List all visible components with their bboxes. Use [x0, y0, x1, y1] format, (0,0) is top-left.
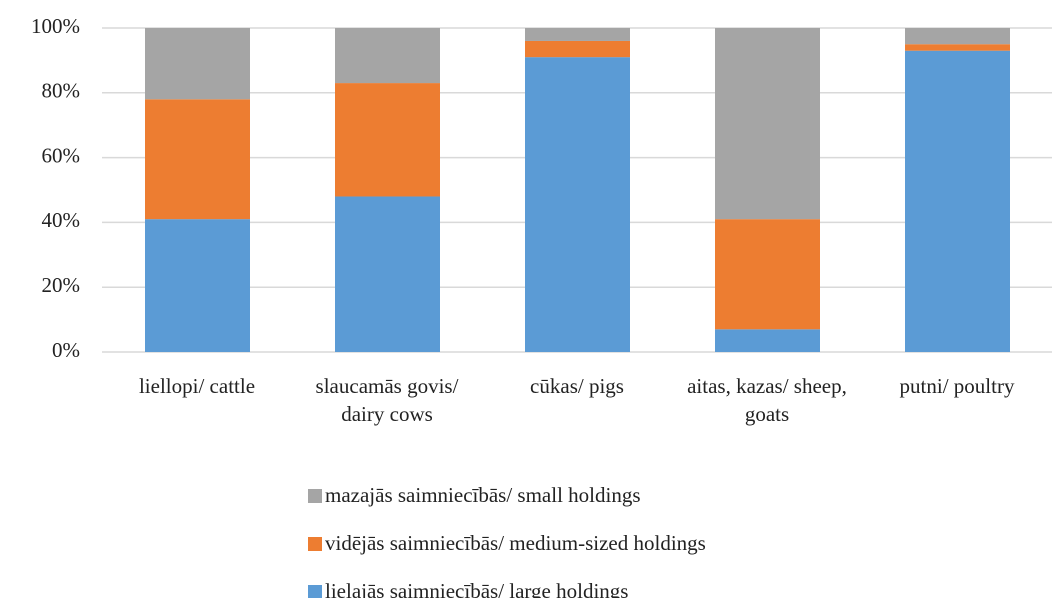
y-tick-label: 40%	[42, 208, 81, 232]
legend-swatch	[308, 585, 322, 598]
bar-segment	[525, 40, 630, 58]
x-tick-label: cūkas/ pigs	[530, 374, 624, 398]
bar-segment	[525, 28, 630, 41]
y-tick-label: 0%	[52, 338, 80, 362]
bar-segment	[145, 219, 250, 352]
legend-label: vidējās saimniecībās/ medium-sized holdi…	[325, 531, 706, 555]
bar-segment	[715, 219, 820, 330]
bar-segment	[715, 28, 820, 220]
y-tick-label: 100%	[31, 14, 80, 38]
bar-segment	[715, 329, 820, 352]
x-tick-label: aitas, kazas/ sheep, goats	[687, 374, 847, 426]
y-tick-label: 20%	[42, 273, 81, 297]
x-tick-label: putni/ poultry	[899, 374, 1015, 398]
bar-segment	[145, 99, 250, 220]
bar-segment	[335, 83, 440, 197]
y-tick-label: 80%	[42, 79, 81, 103]
bar-segment	[335, 196, 440, 352]
y-tick-label: 60%	[42, 143, 81, 167]
x-tick-label: liellopi/ cattle	[138, 374, 256, 398]
bar-segment	[335, 28, 440, 84]
legend-item: mazajās saimniecībās/ small holdings	[308, 483, 641, 508]
bar-segment	[145, 28, 250, 100]
bar-segment	[525, 57, 630, 352]
legend-item: vidējās saimniecībās/ medium-sized holdi…	[308, 531, 706, 556]
legend-swatch	[308, 489, 322, 503]
legend-item: lielajās saimniecībās/ large holdings	[308, 579, 628, 598]
bar-segment	[905, 28, 1010, 45]
x-tick-label: slaucamās govis/ dairy cows	[315, 374, 459, 426]
bar-segment	[905, 50, 1010, 353]
legend-swatch	[308, 537, 322, 551]
bar-segment	[905, 44, 1010, 51]
legend-label: lielajās saimniecībās/ large holdings	[325, 579, 629, 598]
legend-label: mazajās saimniecībās/ small holdings	[325, 483, 641, 507]
